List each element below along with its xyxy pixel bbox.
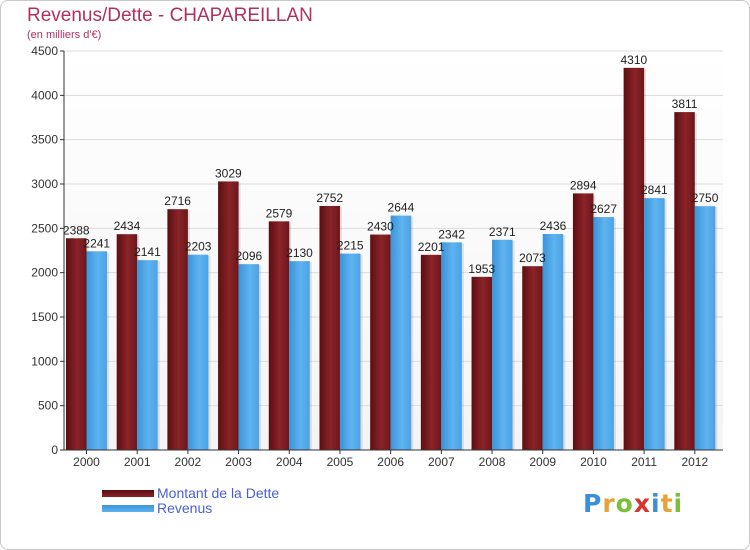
- y-tick-label: 3000: [31, 177, 58, 191]
- logo-letter: r: [602, 489, 616, 518]
- y-tick-label: 1500: [31, 310, 58, 324]
- logo-letter: i: [651, 489, 661, 518]
- y-tick-label: 4000: [31, 88, 58, 102]
- data-label-revenue: 2096: [235, 249, 262, 263]
- y-tick-label: 4500: [31, 44, 58, 58]
- x-tick-label: 2010: [580, 455, 607, 469]
- bar-revenue: [542, 234, 564, 450]
- x-tick-label: 2006: [377, 455, 404, 469]
- bar-debt: [370, 234, 391, 450]
- legend-swatch-debt: [102, 490, 154, 497]
- bar-debt: [268, 221, 290, 450]
- bar-revenue: [593, 217, 614, 450]
- x-tick-label: 2000: [73, 455, 100, 469]
- x-tick-label: 2009: [529, 455, 556, 469]
- bars-group: [66, 67, 718, 451]
- data-label-debt: 3811: [672, 97, 698, 111]
- x-tick-label: 2001: [124, 455, 151, 469]
- data-label-revenue: 2841: [641, 183, 668, 197]
- x-tick-label: 2005: [327, 455, 354, 469]
- legend-label-debt: Montant de la Dette: [157, 485, 280, 501]
- axes-group: 0 500 1000 1500 2000 2500 3000 3500 4000 4500 2000…: [31, 44, 723, 469]
- legend-swatch-revenue: [102, 505, 154, 512]
- x-tick-label: 2011: [631, 455, 657, 469]
- data-label-debt: 2752: [316, 191, 343, 205]
- data-label-debt: 2894: [570, 178, 597, 192]
- bar-revenue: [339, 253, 361, 450]
- data-label-revenue: 2215: [337, 239, 364, 253]
- y-tick-label: 500: [38, 399, 58, 413]
- bar-revenue: [86, 251, 107, 450]
- bar-debt: [420, 254, 442, 450]
- bar-debt: [623, 67, 645, 450]
- data-label-debt: 2073: [519, 251, 546, 265]
- y-tick-label: 2000: [31, 266, 58, 280]
- bar-debt: [319, 205, 340, 450]
- data-label-debt: 4310: [621, 53, 648, 67]
- y-tick-label: 1000: [31, 354, 58, 368]
- data-label-debt: 2388: [63, 223, 90, 237]
- bar-debt: [572, 193, 594, 450]
- proxiti-logo: Proxiti: [583, 489, 683, 518]
- x-tick-label: 2002: [175, 455, 202, 469]
- y-tick-label: 0: [51, 443, 58, 457]
- chart-subtitle: (en milliers d'€): [27, 29, 102, 41]
- bar-revenue: [289, 261, 310, 450]
- data-label-revenue: 2141: [134, 245, 161, 259]
- bar-debt: [522, 266, 543, 450]
- data-label-revenue: 2342: [438, 227, 465, 241]
- bar-revenue: [441, 242, 462, 450]
- bar-revenue: [390, 215, 412, 450]
- data-label-debt: 2716: [164, 194, 191, 208]
- data-label-revenue: 2644: [388, 201, 415, 215]
- data-label-debt: 2430: [367, 220, 394, 234]
- x-tick-label: 2007: [428, 455, 455, 469]
- bar-revenue: [137, 260, 158, 450]
- logo-letter: o: [615, 489, 634, 518]
- bar-debt: [167, 209, 188, 450]
- x-tick-label: 2003: [225, 455, 252, 469]
- logo-letter: x: [633, 489, 651, 518]
- data-label-debt: 2579: [266, 206, 293, 220]
- bar-revenue: [187, 254, 209, 450]
- x-tick-label: 2012: [681, 455, 708, 469]
- data-label-debt: 2434: [114, 219, 141, 233]
- chart-title: Revenus/Dette - CHAPAREILLAN: [27, 5, 313, 26]
- logo-letter: P: [583, 489, 603, 518]
- bar-revenue: [492, 239, 513, 450]
- data-label-revenue: 2241: [83, 236, 110, 250]
- data-label-revenue: 2371: [489, 225, 516, 239]
- data-label-revenue: 2750: [692, 191, 719, 205]
- x-tick-label: 2008: [479, 455, 506, 469]
- logo-letter: i: [673, 489, 684, 518]
- bar-debt: [116, 234, 138, 450]
- bar-debt: [471, 276, 493, 450]
- data-label-revenue: 2436: [540, 219, 567, 233]
- bar-revenue: [694, 206, 716, 450]
- data-label-debt: 1953: [468, 262, 495, 276]
- data-label-revenue: 2627: [590, 202, 617, 216]
- y-tick-label: 2500: [31, 221, 58, 235]
- data-label-debt: 3029: [215, 166, 242, 180]
- bar-debt: [674, 112, 695, 450]
- bar-debt: [66, 238, 87, 450]
- data-label-revenue: 2203: [185, 240, 212, 254]
- logo-letter: t: [660, 489, 674, 518]
- bar-debt: [218, 181, 239, 451]
- x-tick-label: 2004: [276, 455, 303, 469]
- y-tick-label: 3500: [31, 133, 58, 147]
- legend-label-revenue: Revenus: [157, 500, 213, 516]
- data-label-revenue: 2130: [286, 246, 313, 260]
- bar-revenue: [644, 198, 665, 450]
- data-label-debt: 2201: [418, 240, 445, 254]
- bar-revenue: [238, 264, 260, 450]
